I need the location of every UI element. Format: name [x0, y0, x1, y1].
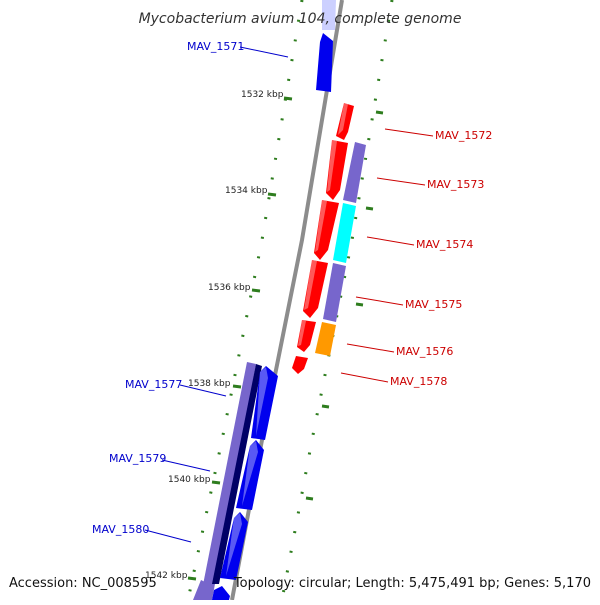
leader-line — [144, 529, 192, 543]
gene-mav-1573-red-shape[interactable] — [326, 140, 348, 200]
gene-mav-1571[interactable] — [316, 33, 333, 92]
major-tick — [365, 206, 374, 211]
gene-mav-1580-blue-highlight — [226, 513, 242, 576]
gene-mav-1580-purple-shape[interactable] — [193, 580, 213, 600]
gene-mav-1573[interactable] — [343, 142, 366, 203]
tick-labels: 1532 kbp 1534 kbp 1536 kbp 1538 kbp 1540… — [145, 90, 284, 581]
major-tick — [375, 110, 384, 115]
major-tick — [355, 302, 364, 307]
gene-mav-1577-shape[interactable] — [200, 362, 256, 600]
gene-label-mav-1580[interactable]: MAV_1580 — [92, 523, 149, 536]
gene-mav-1571-shape[interactable] — [316, 33, 333, 92]
gene-mav-1576-shape[interactable] — [315, 322, 336, 356]
gene-mav-1574-red[interactable] — [314, 200, 339, 260]
accession-text: Accession: NC_008595 — [9, 576, 157, 591]
tick-label: 1534 kbp — [225, 186, 268, 196]
major-tick — [305, 496, 314, 501]
gene-mav-1576-red-highlight — [298, 320, 306, 346]
gene-mav-1575[interactable] — [323, 263, 346, 322]
gene-label-mav-1574[interactable]: MAV_1574 — [416, 238, 473, 251]
gene-label-mav-1579[interactable]: MAV_1579 — [109, 452, 166, 465]
gene-label-mav-1576[interactable]: MAV_1576 — [396, 345, 453, 358]
leader-line — [346, 343, 395, 353]
gene-mav-1573-red-highlight — [327, 140, 337, 192]
outer-tick-track — [280, 0, 394, 601]
gene-mav-1575-red-highlight — [304, 260, 317, 310]
gene-mav-1572-red[interactable] — [336, 103, 354, 140]
gene-mav-1574-red-highlight — [315, 200, 327, 252]
gene-mav-1572-red-highlight — [338, 103, 348, 135]
gene-mav-1578-shape[interactable] — [212, 364, 262, 584]
leader-line — [239, 46, 289, 58]
gene-mav-1580-blue-shape[interactable] — [220, 512, 248, 580]
major-tick-marks — [187, 96, 384, 581]
summary-text: Topology: circular; Length: 5,475,491 bp… — [233, 576, 591, 591]
gene-mav-1575-red-shape[interactable] — [303, 260, 328, 318]
gene-mav-1579-blue[interactable] — [236, 440, 264, 510]
gene-label-mav-1572[interactable]: MAV_1572 — [435, 129, 492, 142]
gene-mav-1574-shape[interactable] — [333, 203, 356, 263]
label-leaders — [144, 46, 434, 543]
gene-mav-1574[interactable] — [333, 203, 356, 263]
gene-mav-1578-red-shape[interactable] — [292, 356, 308, 374]
gene-mav-1573-red[interactable] — [326, 140, 348, 200]
gene-mav-1577[interactable] — [200, 362, 256, 600]
gene-label-mav-1573[interactable]: MAV_1573 — [427, 178, 484, 191]
gene-mav-1581-blue[interactable] — [212, 586, 230, 600]
leader-line — [366, 236, 415, 246]
tick-label: 1540 kbp — [168, 475, 211, 485]
genome-backbone — [230, 0, 344, 601]
gene-mav-1573-shape[interactable] — [343, 142, 366, 203]
gene-mav-1571-top[interactable] — [322, 0, 336, 30]
gene-labels[interactable]: MAV_1571 MAV_1572 MAV_1573 MAV_1574 MAV_… — [92, 40, 492, 536]
gene-label-mav-1578[interactable]: MAV_1578 — [390, 375, 447, 388]
leader-line — [384, 128, 434, 137]
tick-label: 1532 kbp — [241, 90, 284, 100]
gene-mav-1578[interactable] — [212, 364, 262, 584]
leader-line — [179, 384, 227, 397]
leader-line — [340, 372, 389, 383]
leader-line — [161, 459, 211, 472]
inner-tick-track — [186, 0, 304, 601]
gene-mav-1580-purple[interactable] — [193, 580, 213, 600]
tick-label: 1542 kbp — [145, 571, 188, 581]
gene-mav-1575-red[interactable] — [303, 260, 328, 318]
gene-features[interactable] — [193, 0, 366, 600]
tick-tracks — [186, 0, 394, 601]
gene-mav-1575-shape[interactable] — [323, 263, 346, 322]
gene-mav-1576-red-shape[interactable] — [297, 320, 316, 352]
major-tick — [187, 576, 197, 581]
gene-mav-1577-blue-shape[interactable] — [251, 366, 278, 440]
tick-label: 1536 kbp — [208, 283, 251, 293]
gene-mav-1576-red[interactable] — [297, 320, 316, 352]
gene-mav-1578-red[interactable] — [292, 356, 308, 374]
gene-label-mav-1571[interactable]: MAV_1571 — [187, 40, 244, 53]
gene-mav-1580-blue[interactable] — [220, 512, 248, 580]
gene-label-mav-1577[interactable]: MAV_1577 — [125, 378, 182, 391]
major-tick — [211, 480, 221, 485]
gene-mav-1577-blue-highlight — [256, 367, 268, 436]
major-tick — [251, 288, 261, 293]
tick-label: 1538 kbp — [188, 379, 231, 389]
gene-mav-1577-blue[interactable] — [251, 366, 278, 440]
genome-title: Mycobacterium avium 104, complete genome — [139, 11, 462, 27]
gene-mav-1574-red-shape[interactable] — [314, 200, 339, 260]
major-tick — [283, 96, 293, 101]
major-tick — [232, 384, 242, 389]
gene-mav-1572-red-shape[interactable] — [336, 103, 354, 140]
gene-mav-1576[interactable] — [315, 322, 336, 356]
major-tick — [321, 404, 330, 409]
major-tick — [267, 192, 277, 197]
gene-mav-1571-top-shape[interactable] — [322, 0, 336, 30]
gene-mav-1579-blue-highlight — [242, 441, 258, 506]
leader-line — [376, 177, 426, 186]
gene-label-mav-1575[interactable]: MAV_1575 — [405, 298, 462, 311]
gene-mav-1579-blue-shape[interactable] — [236, 440, 264, 510]
gene-mav-1581-blue-shape[interactable] — [212, 586, 230, 600]
leader-line — [355, 296, 404, 306]
